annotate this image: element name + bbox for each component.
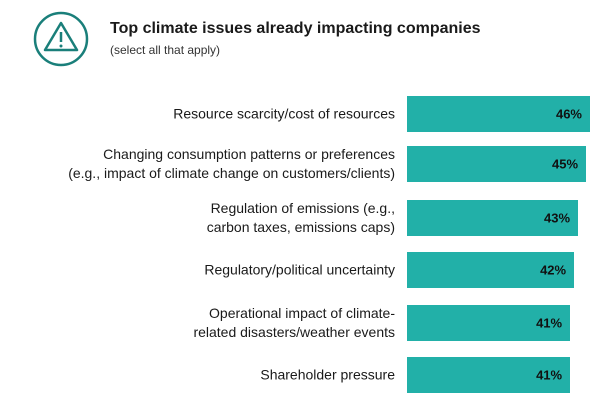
category-label: Changing consumption patterns or prefere… [68,146,395,181]
category-label: Regulatory/political uncertainty [204,261,395,278]
category-label: Resource scarcity/cost of resources [173,105,395,122]
value-label: 41% [536,315,563,331]
value-label: 42% [540,262,567,278]
bar [407,357,571,393]
bar [407,200,579,236]
value-label: 41% [536,367,563,383]
category-label: Operational impact of climate- related d… [193,305,395,340]
bar [407,146,587,182]
bar [407,305,571,341]
value-label: 45% [552,156,579,172]
chart-title: Top climate issues already impacting com… [110,20,481,37]
warning-icon [33,11,89,67]
category-label: Shareholder pressure [260,366,395,383]
value-label: 46% [555,106,582,122]
value-label: 43% [544,210,571,226]
category-label: Regulation of emissions (e.g., carbon ta… [206,200,395,235]
chart-subtitle: (select all that apply) [110,43,221,57]
bar [407,252,575,288]
bar [407,96,590,132]
